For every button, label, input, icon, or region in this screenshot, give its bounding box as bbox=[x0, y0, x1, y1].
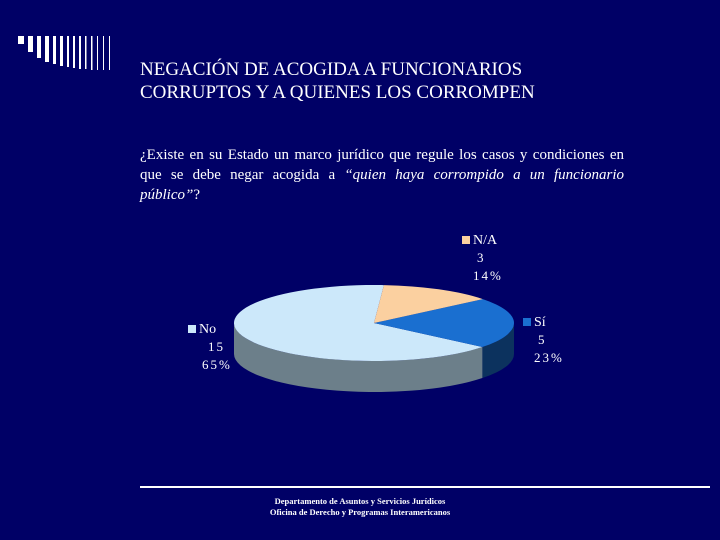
slice-value-na: 3 bbox=[477, 250, 486, 265]
question-text: ¿Existe en su Estado un marco jurídico q… bbox=[140, 147, 624, 183]
question-mark: ? bbox=[193, 187, 201, 203]
pie-side-si bbox=[482, 323, 514, 379]
footer-department: Departamento de Asuntos y Servicios Jurí… bbox=[274, 496, 446, 506]
legend-swatch-si bbox=[523, 318, 531, 326]
slice-percent-no: 65% bbox=[202, 357, 232, 372]
pie-slice-no bbox=[234, 284, 483, 362]
footer: Departamento de Asuntos y Servicios Jurí… bbox=[140, 496, 580, 518]
question-quote: “quien haya corrompido a un funcionario … bbox=[140, 167, 624, 203]
legend-swatch-no bbox=[188, 325, 196, 333]
pie-side-no bbox=[234, 323, 483, 392]
slice-label-si: Sí 5 23% bbox=[523, 315, 564, 365]
pie-group bbox=[234, 284, 515, 392]
slide-title: NEGACIÓN DE ACOGIDA A FUNCIONARIOS CORRU… bbox=[140, 58, 640, 104]
pie-slice-na bbox=[374, 285, 483, 323]
slice-label-na: N/A 3 14% bbox=[462, 233, 503, 283]
slice-value-si: 5 bbox=[538, 332, 547, 347]
title-line-2: CORRUPTOS Y A QUIENES LOS CORROMPEN bbox=[140, 82, 535, 103]
slice-name-na: N/A bbox=[473, 233, 498, 248]
pie-slice-si bbox=[374, 299, 515, 348]
survey-question: ¿Existe en su Estado un marco jurídico q… bbox=[140, 145, 624, 205]
slice-percent-na: 14% bbox=[473, 268, 503, 283]
slice-percent-si: 23% bbox=[534, 350, 564, 365]
decorative-bars bbox=[18, 36, 110, 70]
slice-label-no: No 15 65% bbox=[188, 322, 232, 372]
slice-name-no: No bbox=[199, 322, 216, 337]
footer-divider bbox=[140, 486, 710, 488]
slice-value-no: 15 bbox=[208, 339, 225, 354]
legend-swatch-na bbox=[462, 236, 470, 244]
footer-office: Oficina de Derecho y Programas Interamer… bbox=[269, 507, 451, 517]
title-line-1: NEGACIÓN DE ACOGIDA A FUNCIONARIOS bbox=[140, 59, 523, 80]
slice-name-si: Sí bbox=[534, 315, 546, 330]
pie-labels: No 15 65% Sí 5 23% N/A 3 14% bbox=[188, 233, 564, 372]
